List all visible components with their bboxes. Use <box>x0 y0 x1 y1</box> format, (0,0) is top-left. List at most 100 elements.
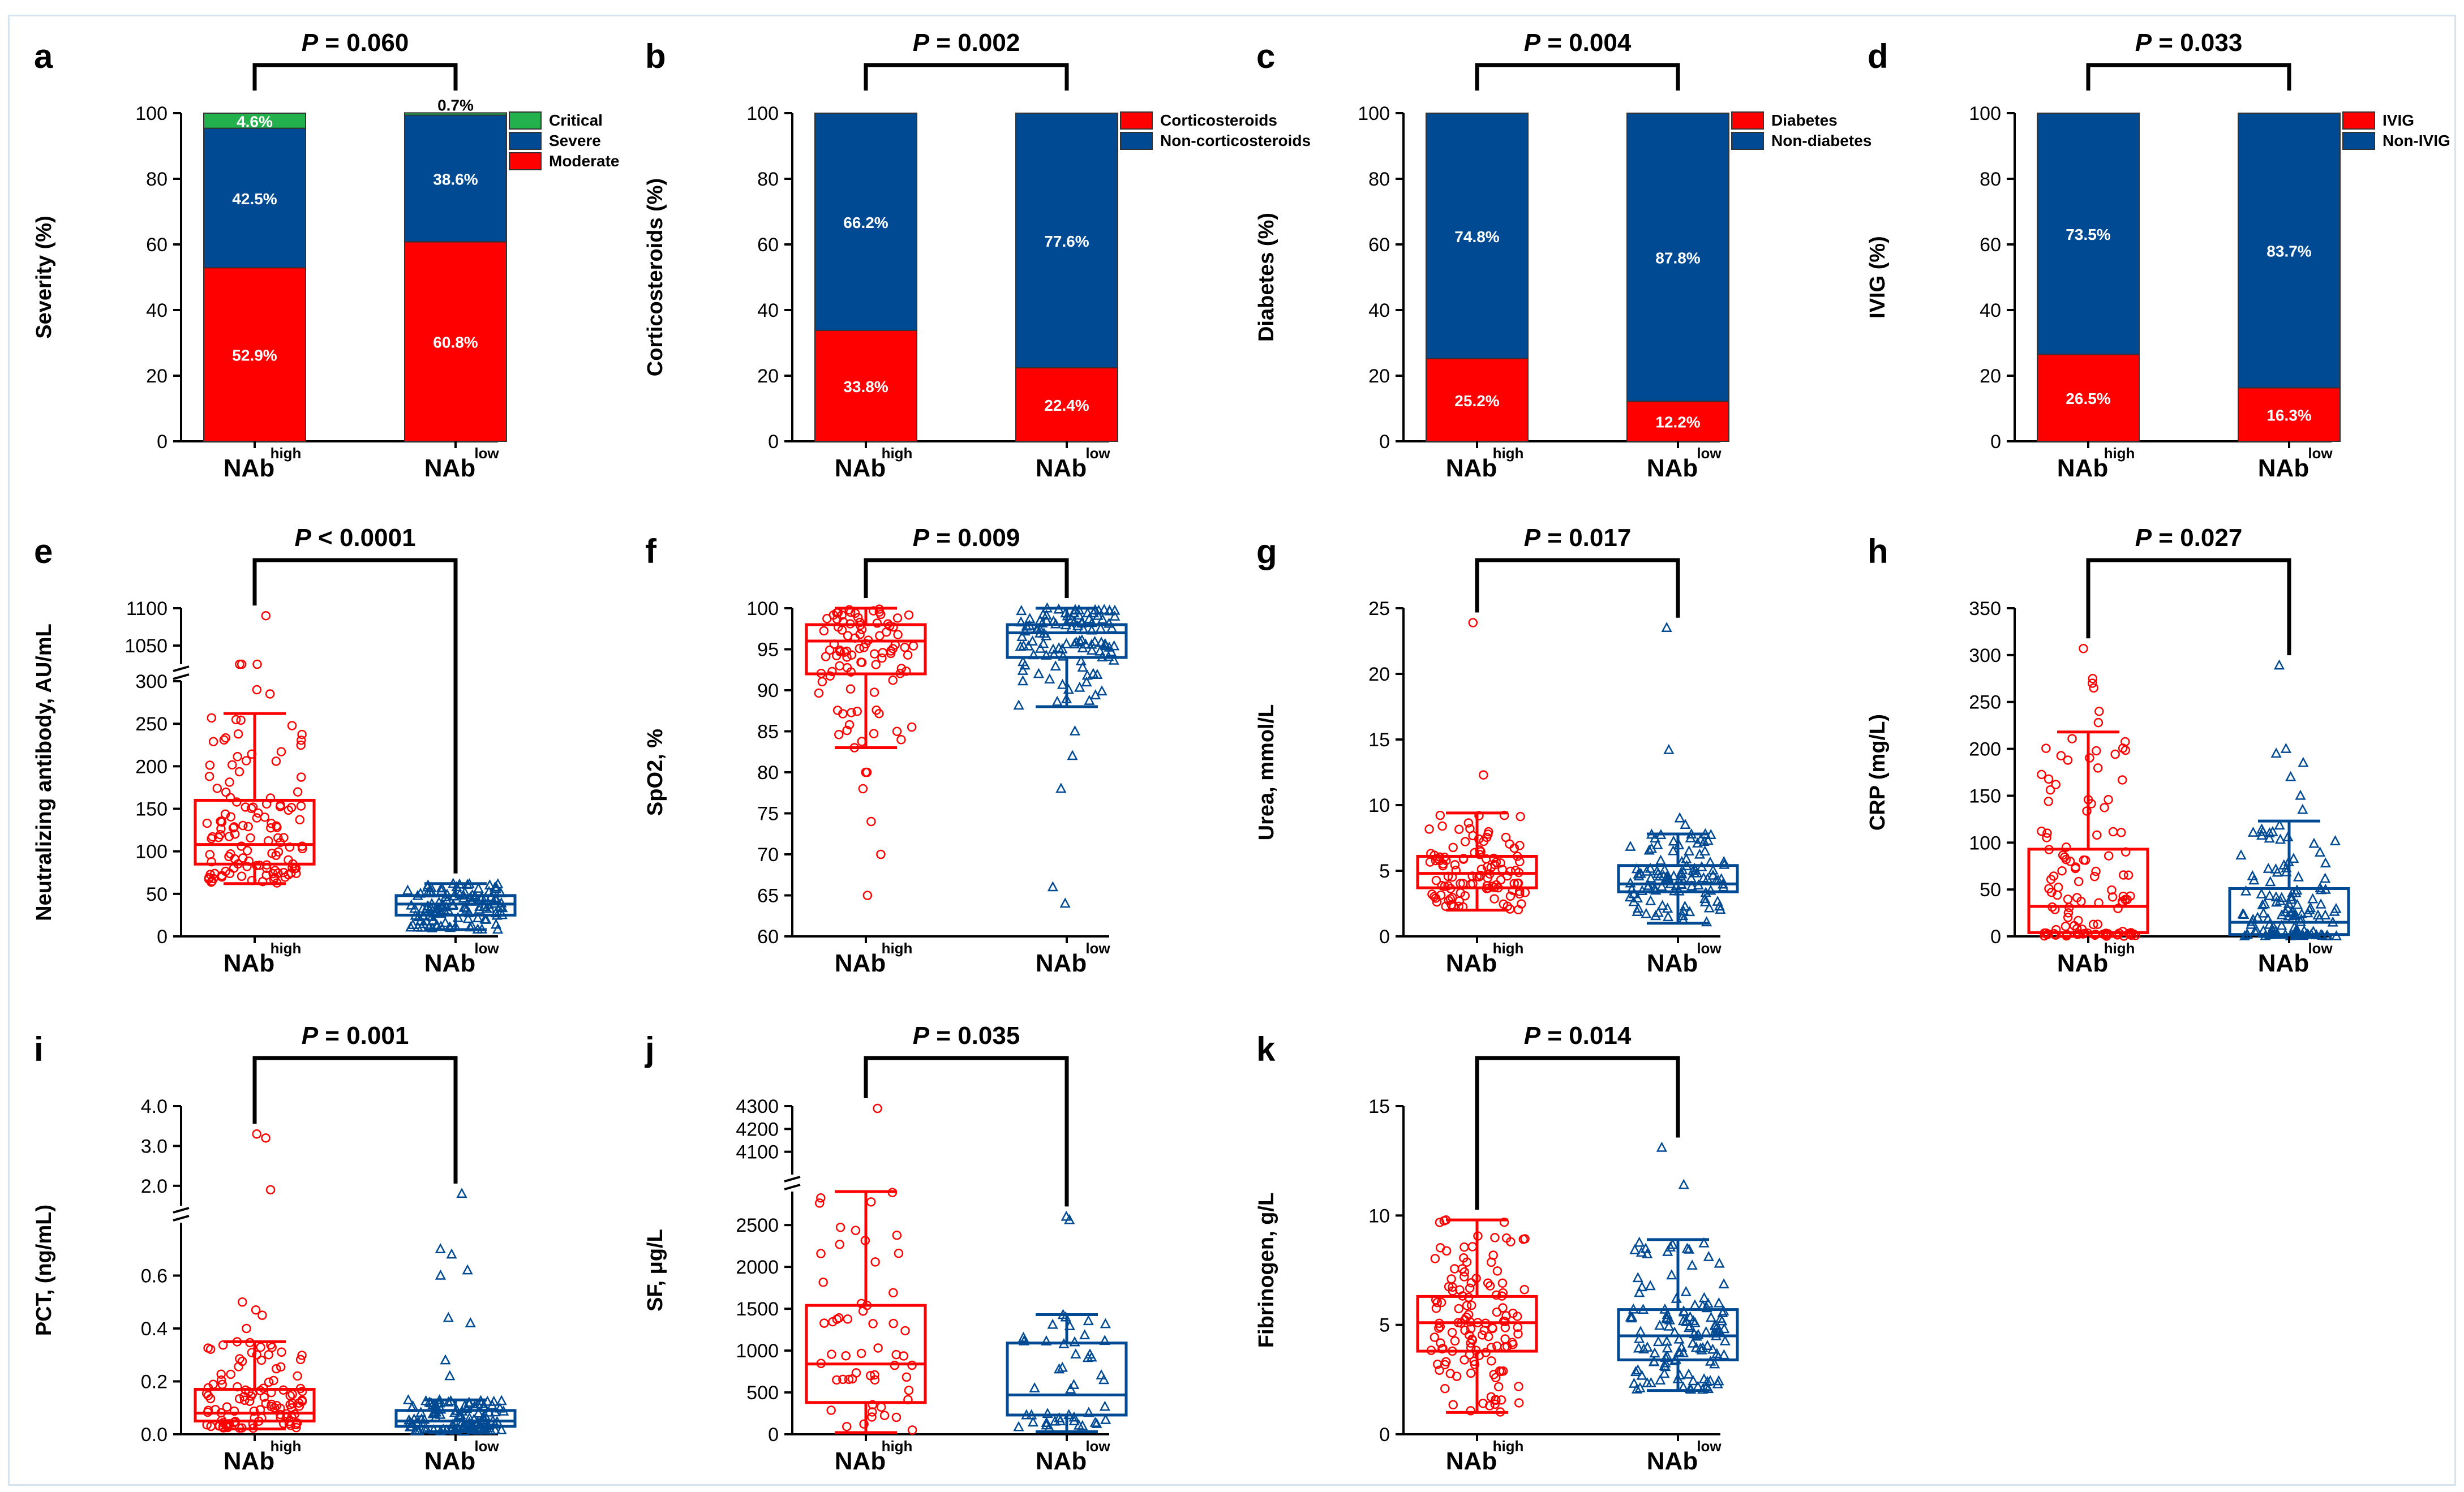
data-point <box>1702 1297 1714 1308</box>
data-point <box>1077 661 1088 672</box>
data-point <box>1698 1373 1710 1383</box>
bar-value-label: 83.7% <box>2266 243 2311 260</box>
p-value-label: P = 0.002 <box>913 29 1020 57</box>
outlier-point <box>1479 770 1488 780</box>
data-point <box>1062 610 1073 621</box>
box-low <box>1617 1141 1739 1394</box>
data-point <box>1709 1358 1720 1369</box>
y-tick-label: 15 <box>1368 729 1390 751</box>
bar-value-label: 66.2% <box>843 214 888 231</box>
bar-segment-non-corticosteroids <box>1015 113 1118 369</box>
p-value-italic-p: P <box>913 29 930 57</box>
significance-bracket <box>1475 558 1680 618</box>
outlier-point <box>2297 803 2308 814</box>
data-point <box>1081 676 1092 687</box>
data-point <box>1078 624 1089 634</box>
box-low <box>2228 659 2350 941</box>
data-point <box>1632 1272 1643 1283</box>
data-point <box>2051 925 2061 935</box>
data-point <box>202 818 212 828</box>
significance-bracket <box>252 558 458 874</box>
data-point <box>2257 899 2268 910</box>
data-point <box>814 1198 825 1208</box>
data-point <box>1019 625 1031 636</box>
data-point <box>1697 1383 1709 1394</box>
data-point <box>1430 1254 1440 1263</box>
data-point <box>204 874 214 884</box>
data-point <box>1686 1259 1698 1270</box>
data-point <box>1631 1383 1643 1394</box>
panel-b: b P = 0.002 0 20 40 60 80 100 Corticosteroids (%… <box>643 29 1311 482</box>
data-point <box>868 1407 877 1417</box>
data-point <box>1482 862 1492 872</box>
significance-bracket <box>2086 558 2291 656</box>
data-point <box>259 1392 269 1402</box>
data-point <box>904 610 914 620</box>
data-point <box>273 847 284 857</box>
data-point <box>1640 1242 1651 1253</box>
data-point <box>2041 743 2051 753</box>
data-point <box>2265 876 2276 887</box>
data-point <box>448 890 460 901</box>
y-tick-label: 60 <box>146 234 168 256</box>
data-point <box>835 646 845 655</box>
data-point <box>224 852 234 862</box>
data-point <box>900 1326 910 1336</box>
legend-label: Moderate <box>549 152 619 170</box>
y-tick-label: 80 <box>757 762 779 784</box>
data-point <box>241 756 251 766</box>
data-point <box>844 720 855 730</box>
y-tick-label: 4.0 <box>141 1096 168 1117</box>
y-tick-label: 5 <box>1379 861 1390 882</box>
data-point <box>1634 1287 1645 1297</box>
y-tick-label: 40 <box>146 300 168 321</box>
data-point <box>481 902 492 913</box>
data-point <box>888 1318 898 1328</box>
data-point <box>256 1342 265 1352</box>
data-point <box>1677 1315 1689 1326</box>
data-point <box>1459 1315 1470 1325</box>
data-point <box>285 842 295 852</box>
data-point <box>1685 832 1696 842</box>
data-point <box>412 889 423 900</box>
data-point <box>1089 1416 1101 1427</box>
data-point <box>1718 881 1729 892</box>
data-point <box>1016 631 1028 641</box>
data-point <box>842 663 852 673</box>
data-point <box>816 1193 826 1203</box>
outlier-point <box>265 1185 276 1195</box>
data-point <box>1070 1348 1081 1358</box>
data-point <box>2040 931 2049 941</box>
data-point <box>494 1402 505 1413</box>
outlier-point <box>1067 750 1078 760</box>
data-point <box>1662 1245 1673 1256</box>
data-point <box>2274 833 2286 844</box>
data-point <box>1684 906 1695 917</box>
data-point <box>216 1369 226 1379</box>
data-point <box>1712 895 1723 906</box>
outlier-point <box>1663 743 1675 754</box>
outlier-point <box>446 1248 457 1259</box>
data-point <box>495 887 506 897</box>
data-point <box>2037 769 2046 780</box>
data-point <box>2295 915 2306 926</box>
data-point <box>1674 1369 1685 1380</box>
data-point <box>226 1369 236 1379</box>
data-point <box>1097 613 1108 624</box>
data-point <box>1018 1335 1030 1345</box>
data-point <box>480 913 492 924</box>
data-point <box>2037 826 2046 836</box>
data-point <box>877 653 887 663</box>
y-tick-label: 85 <box>757 721 779 743</box>
data-point <box>907 1360 917 1370</box>
data-point <box>267 819 276 828</box>
data-point <box>216 1375 226 1385</box>
data-point <box>295 1355 306 1365</box>
data-point <box>888 1288 898 1298</box>
data-point <box>474 904 485 914</box>
data-point <box>2044 884 2054 893</box>
data-point <box>1633 902 1644 913</box>
data-point <box>480 892 491 902</box>
data-point <box>1628 1377 1640 1388</box>
data-point <box>2282 831 2294 841</box>
